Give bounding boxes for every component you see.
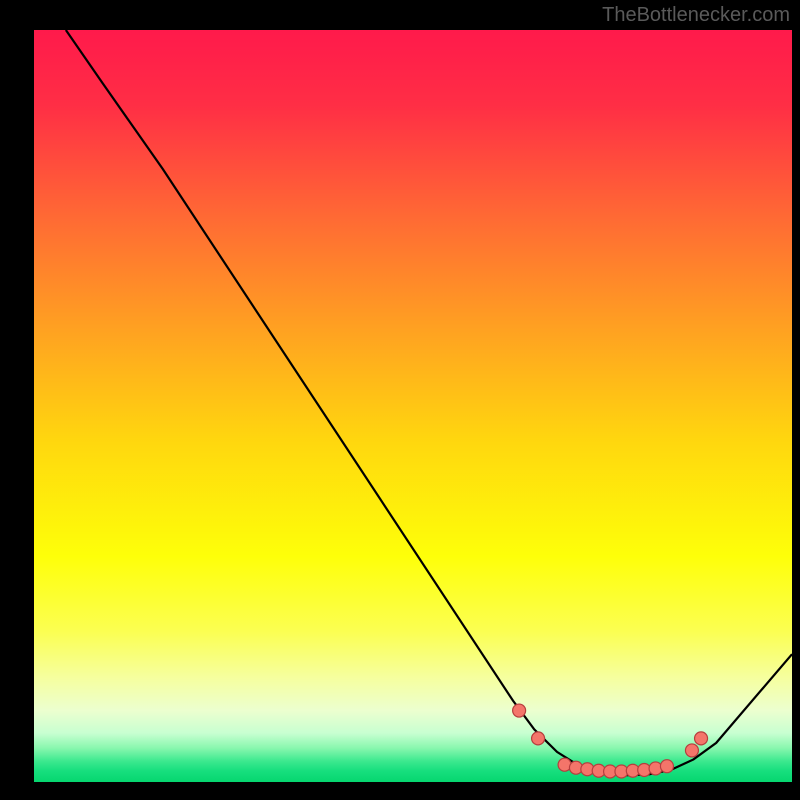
curve-overlay xyxy=(34,30,792,782)
chart-frame: TheBottlenecker.com xyxy=(0,0,800,800)
plot-area xyxy=(34,30,792,782)
curve-marker xyxy=(649,762,662,775)
bottleneck-curve xyxy=(66,30,792,775)
curve-marker xyxy=(695,732,708,745)
watermark-text: TheBottlenecker.com xyxy=(602,4,790,27)
curve-marker xyxy=(513,704,526,717)
curve-marker xyxy=(685,744,698,757)
curve-marker xyxy=(532,732,545,745)
curve-marker xyxy=(660,760,673,773)
